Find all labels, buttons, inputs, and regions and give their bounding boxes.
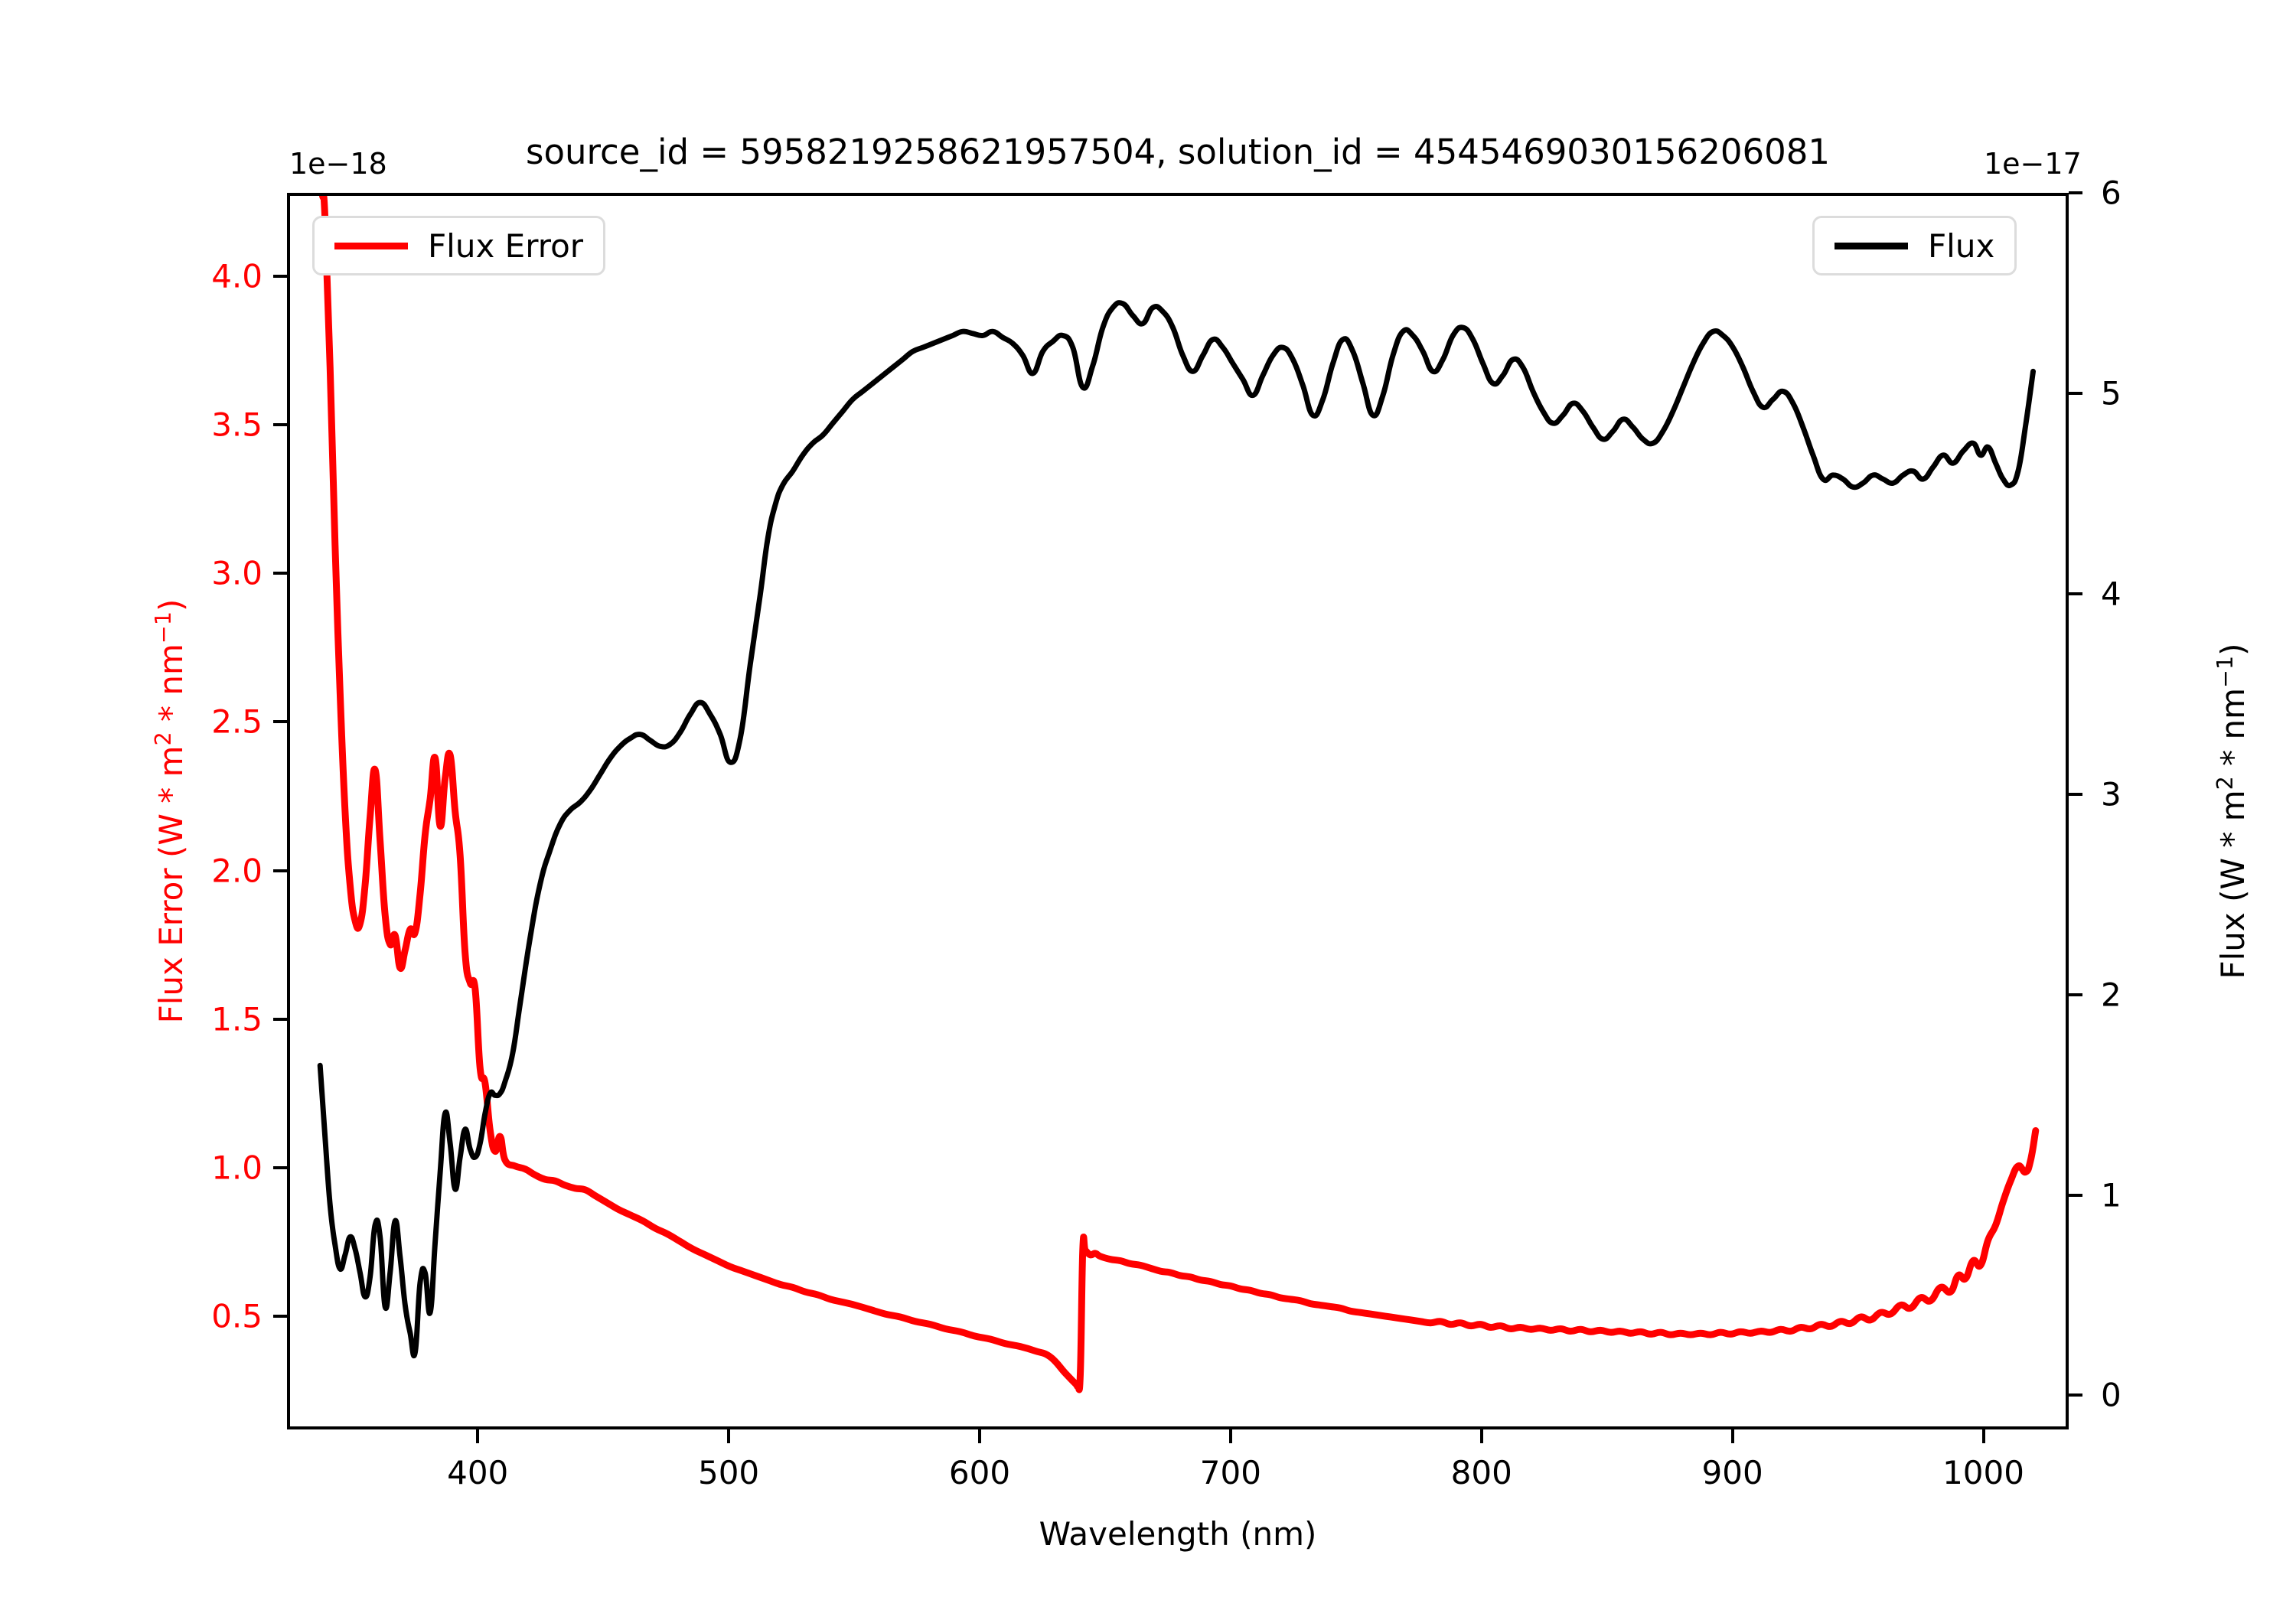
left-axis-tick-label: 1.5 xyxy=(211,1000,263,1038)
x-axis-tick-mark xyxy=(727,1429,731,1443)
right-axis-tick-mark xyxy=(2069,391,2082,395)
right-axis-tick-label: 4 xyxy=(2101,575,2122,613)
x-axis-tick-mark xyxy=(476,1429,480,1443)
x-axis-tick-mark xyxy=(1730,1429,1734,1443)
left-axis-tick-label: 3.0 xyxy=(211,554,263,592)
series-line-flux-error xyxy=(318,196,2040,1393)
legend-label-flux-error: Flux Error xyxy=(428,227,584,265)
x-axis-tick-label: 400 xyxy=(447,1454,509,1491)
left-axis-tick-mark xyxy=(273,720,287,724)
left-axis-tick-label: 1.0 xyxy=(211,1149,263,1187)
left-axis-tick-mark xyxy=(273,869,287,872)
right-axis-tick-mark xyxy=(2069,792,2082,796)
right-axis-tick-mark xyxy=(2069,1393,2082,1397)
right-axis-tick-label: 0 xyxy=(2101,1376,2122,1414)
x-axis-tick-label: 500 xyxy=(697,1454,760,1491)
left-axis-tick-label: 2.5 xyxy=(211,702,263,741)
left-axis-tick-mark xyxy=(273,572,287,575)
legend-flux-error[interactable]: Flux Error xyxy=(312,216,606,275)
legend-line-icon-flux-error xyxy=(334,242,408,249)
right-axis-tick-mark xyxy=(2069,592,2082,595)
x-axis-tick-mark xyxy=(1228,1429,1232,1443)
left-axis-tick-mark xyxy=(273,423,287,426)
right-axis-tick-label: 2 xyxy=(2101,976,2122,1014)
plot-area xyxy=(287,193,2069,1429)
right-axis-label: Flux (W * m2 * nm−1) xyxy=(2212,643,2252,980)
legend-flux[interactable]: Flux xyxy=(1812,216,2017,275)
right-axis-tick-mark xyxy=(2069,993,2082,996)
right-axis-offset-label: 1e−17 xyxy=(1984,147,2082,181)
right-axis-tick-label: 3 xyxy=(2101,775,2122,813)
right-axis-tick-label: 5 xyxy=(2101,374,2122,412)
left-axis-offset-label: 1e−18 xyxy=(289,147,387,181)
left-axis-tick-mark xyxy=(273,274,287,278)
legend-line-icon-flux xyxy=(1835,242,1908,249)
right-axis-tick-label: 6 xyxy=(2101,174,2122,212)
x-axis-tick-label: 900 xyxy=(1701,1454,1763,1491)
left-axis-tick-label: 0.5 xyxy=(211,1297,263,1335)
x-axis-tick-mark xyxy=(1981,1429,1985,1443)
left-axis-tick-mark xyxy=(273,1315,287,1319)
x-axis-tick-mark xyxy=(977,1429,981,1443)
spectrum-plot xyxy=(317,196,2040,1393)
x-axis-tick-mark xyxy=(1479,1429,1483,1443)
x-axis-tick-label: 600 xyxy=(948,1454,1011,1491)
x-axis-tick-label: 1000 xyxy=(1942,1454,2024,1491)
right-axis-tick-label: 1 xyxy=(2101,1176,2122,1214)
left-axis-tick-mark xyxy=(273,1166,287,1170)
series-line-flux xyxy=(317,300,2037,1358)
page-title: source_id = 5958219258621957504, solutio… xyxy=(526,132,1830,172)
legend-label-flux: Flux xyxy=(1928,227,1995,265)
x-axis-tick-label: 800 xyxy=(1450,1454,1512,1491)
left-axis-tick-label: 3.5 xyxy=(211,406,263,444)
left-axis-tick-mark xyxy=(273,1017,287,1021)
left-axis-tick-label: 4.0 xyxy=(211,257,263,295)
x-axis-label: Wavelength (nm) xyxy=(1039,1515,1317,1553)
left-axis-label: Flux Error (W * m2 * nm−1) xyxy=(150,598,190,1024)
x-axis-tick-label: 700 xyxy=(1199,1454,1261,1491)
right-axis-tick-mark xyxy=(2069,1193,2082,1197)
left-axis-tick-label: 2.0 xyxy=(211,852,263,890)
right-axis-tick-mark xyxy=(2069,191,2082,194)
